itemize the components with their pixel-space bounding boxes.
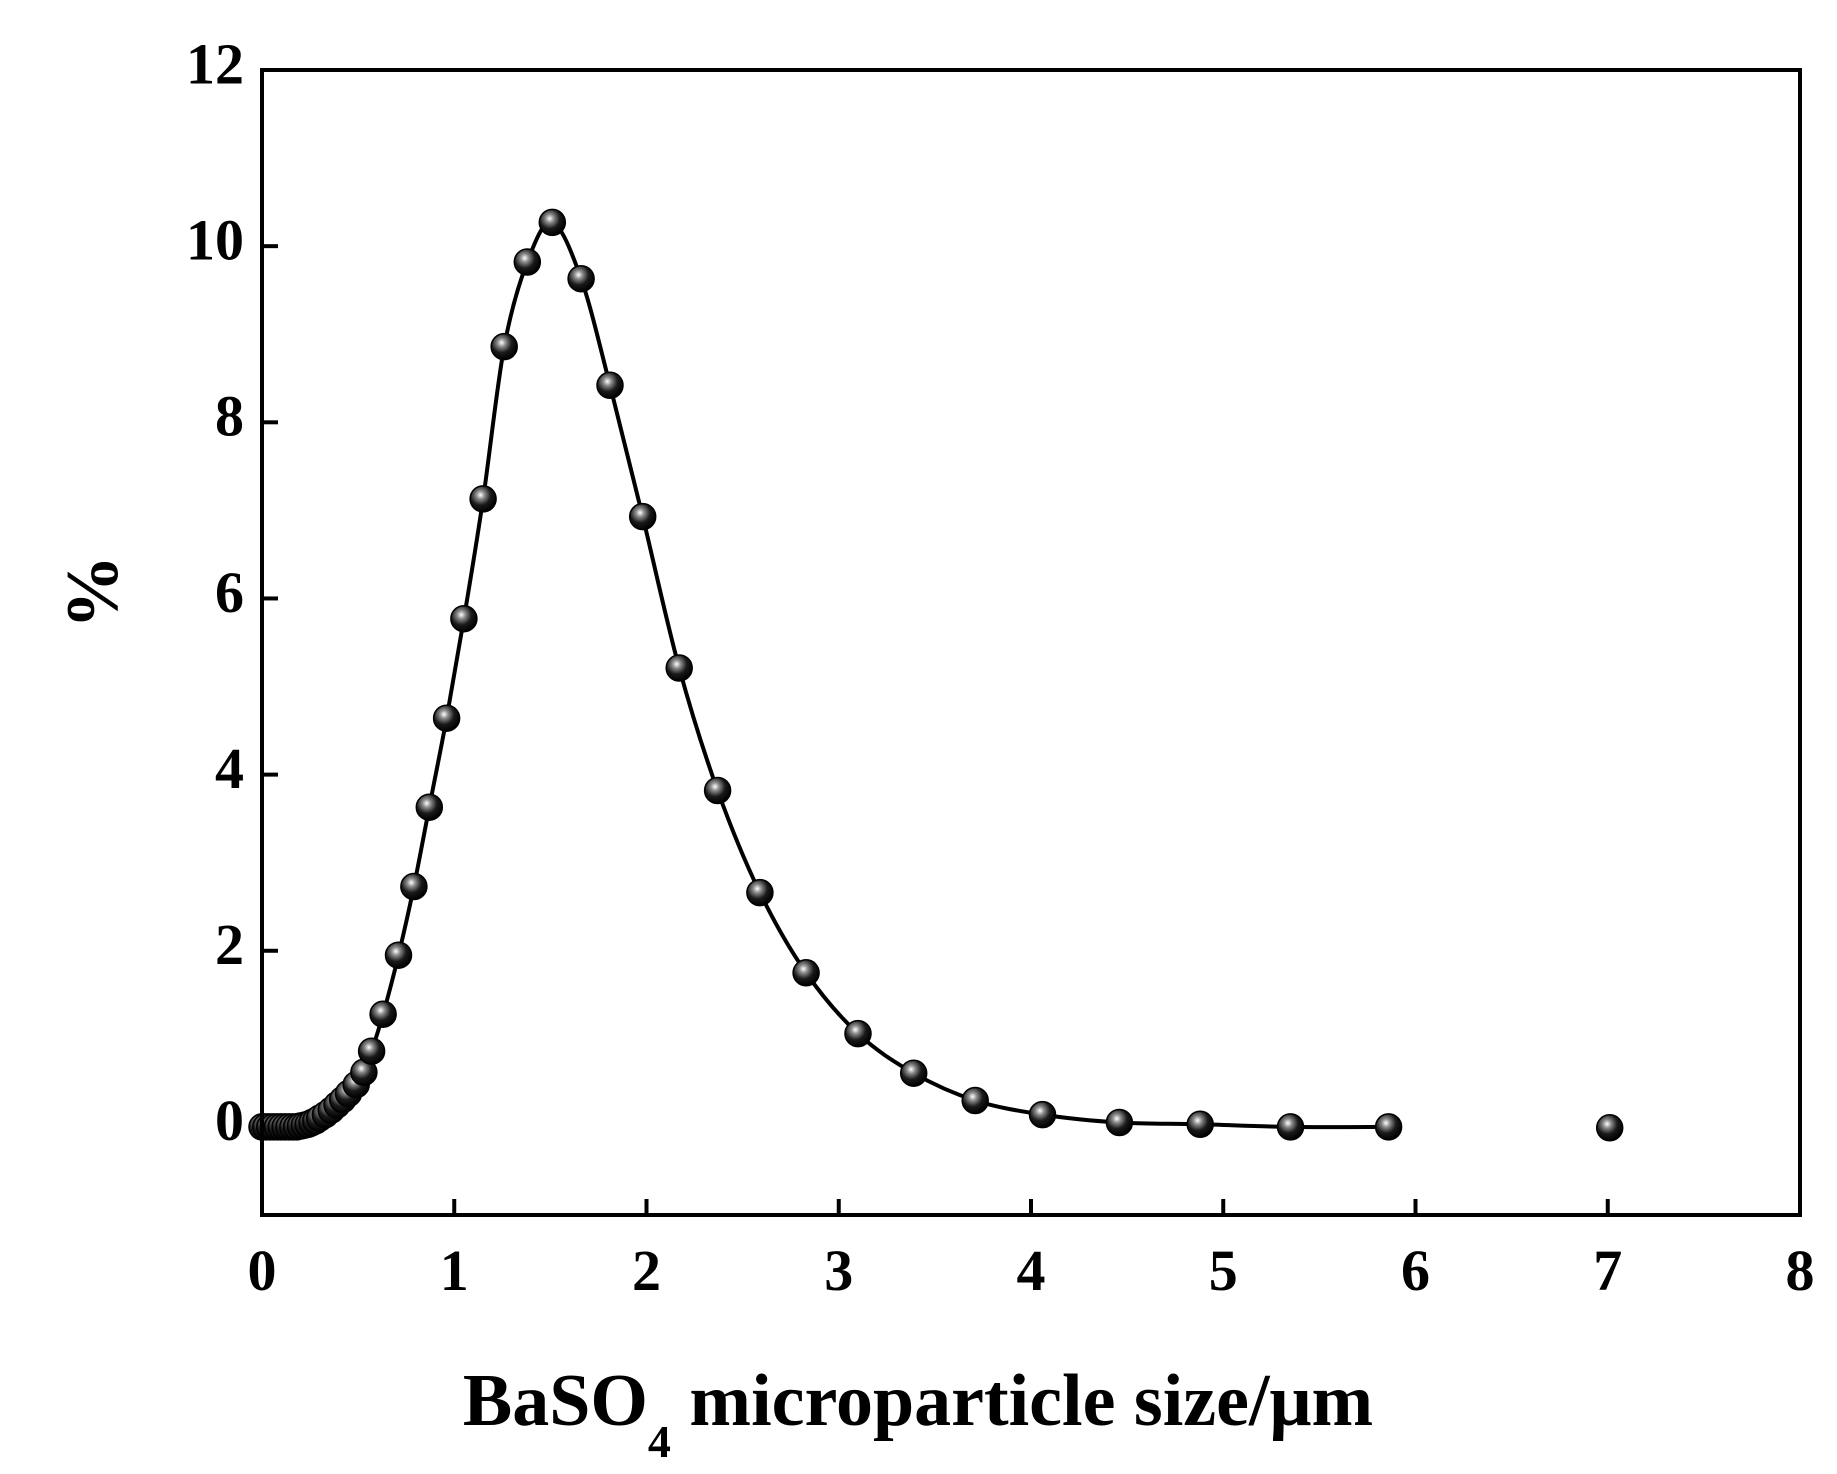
data-point xyxy=(1105,1108,1134,1137)
x-tick-label: 4 xyxy=(1017,1238,1046,1303)
data-point xyxy=(369,1000,397,1028)
data-point xyxy=(513,248,542,276)
data-point xyxy=(490,332,518,361)
data-point xyxy=(844,1019,872,1048)
x-axis-label-main: BaSO xyxy=(463,1360,648,1442)
x-tick-label: 2 xyxy=(632,1238,661,1303)
data-points xyxy=(248,208,1624,1142)
data-point xyxy=(432,704,461,732)
data-point xyxy=(665,654,693,682)
data-point xyxy=(538,208,567,237)
x-tick-label: 1 xyxy=(440,1238,469,1303)
data-point xyxy=(400,872,428,901)
y-tick-label: 0 xyxy=(215,1088,244,1153)
data-point xyxy=(469,485,497,513)
y-tick-label: 12 xyxy=(186,31,244,96)
x-axis-label-subscript: 4 xyxy=(648,1416,671,1467)
data-point xyxy=(1276,1113,1305,1141)
data-point xyxy=(899,1059,928,1087)
axis-ticks xyxy=(260,68,1802,1215)
data-point xyxy=(384,941,413,969)
y-tick-label: 2 xyxy=(215,912,244,977)
x-tick-label: 7 xyxy=(1593,1238,1622,1303)
series-line xyxy=(262,220,1389,1130)
y-tick-label: 6 xyxy=(215,560,244,625)
data-point xyxy=(1595,1114,1624,1142)
x-axis-label: BaSO4 microparticle size/μm xyxy=(463,1360,1373,1467)
data-point xyxy=(746,878,774,907)
plot-frame xyxy=(260,68,1802,1217)
data-point xyxy=(596,371,624,400)
data-point xyxy=(628,502,657,531)
x-tick-label: 8 xyxy=(1786,1238,1815,1303)
y-tick-label: 8 xyxy=(215,384,244,449)
data-point xyxy=(450,604,478,633)
x-tick-label: 3 xyxy=(824,1238,853,1303)
data-point xyxy=(1028,1100,1057,1129)
data-point xyxy=(792,959,820,987)
data-point xyxy=(357,1037,386,1065)
data-point xyxy=(703,776,732,805)
y-axis-label: % xyxy=(52,555,134,629)
data-point xyxy=(1186,1110,1214,1139)
y-tick-label: 4 xyxy=(215,736,244,801)
x-tick-label: 5 xyxy=(1209,1238,1238,1303)
data-point xyxy=(415,793,444,821)
data-point xyxy=(1374,1113,1403,1141)
y-tick-label: 10 xyxy=(186,207,244,272)
x-axis-label-rest: microparticle size/μm xyxy=(671,1360,1373,1442)
data-point xyxy=(567,264,595,293)
data-point xyxy=(961,1086,989,1115)
x-tick-label: 6 xyxy=(1401,1238,1430,1303)
x-tick-label: 0 xyxy=(248,1238,277,1303)
